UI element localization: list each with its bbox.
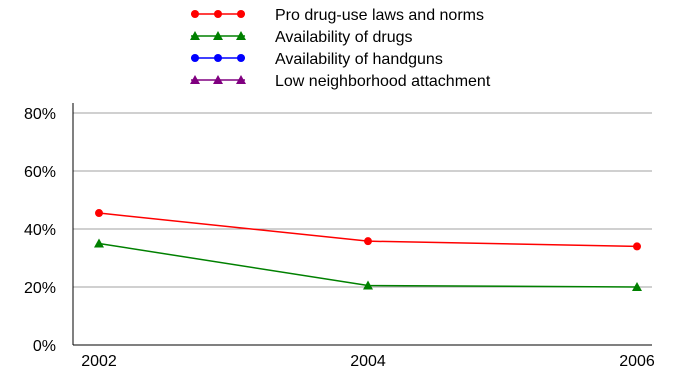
legend-marker <box>190 31 200 40</box>
axes <box>72 103 652 346</box>
legend-marker <box>213 31 223 40</box>
legend-label: Low neighborhood attachment <box>275 73 491 90</box>
legend-item: Low neighborhood attachment <box>190 73 491 90</box>
grid <box>73 112 652 288</box>
x-tick-label: 2004 <box>350 353 386 370</box>
legend-marker <box>214 54 222 62</box>
legend-marker <box>190 75 200 84</box>
x-tick-label: 2002 <box>81 353 117 370</box>
legend-marker <box>213 75 223 84</box>
series-layer <box>94 209 642 291</box>
legend-marker <box>237 54 245 62</box>
x-tick-label: 2006 <box>619 353 655 370</box>
legend-marker <box>236 31 246 40</box>
legend-label: Pro drug-use laws and norms <box>275 7 484 24</box>
series-line <box>98 242 638 288</box>
legend-item: Pro drug-use laws and norms <box>191 7 484 24</box>
legend-label: Availability of handguns <box>275 51 443 68</box>
legend-item: Availability of drugs <box>190 29 413 46</box>
data-point <box>364 237 372 246</box>
legend-marker <box>191 10 199 18</box>
y-tick-label: 40% <box>24 222 56 239</box>
data-point <box>363 280 373 290</box>
y-tick-label: 60% <box>24 164 56 181</box>
legend-marker <box>191 54 199 62</box>
legend-label: Availability of drugs <box>275 29 413 46</box>
y-tick-label: 0% <box>33 338 56 355</box>
legend-marker <box>214 10 222 18</box>
legend-marker <box>237 10 245 18</box>
data-point <box>633 242 641 251</box>
y-axis-ticks: 0% 20% 40% 60% 80% <box>24 106 56 355</box>
data-point <box>94 238 104 248</box>
y-tick-label: 20% <box>24 280 56 297</box>
data-point <box>95 209 103 218</box>
y-tick-label: 80% <box>24 106 56 123</box>
legend-marker <box>236 75 246 84</box>
legend-item: Availability of handguns <box>191 51 443 68</box>
legend: Pro drug-use laws and norms Availability … <box>190 7 491 90</box>
data-point <box>632 282 642 291</box>
x-axis-ticks: 2002 2004 2006 <box>81 353 655 370</box>
